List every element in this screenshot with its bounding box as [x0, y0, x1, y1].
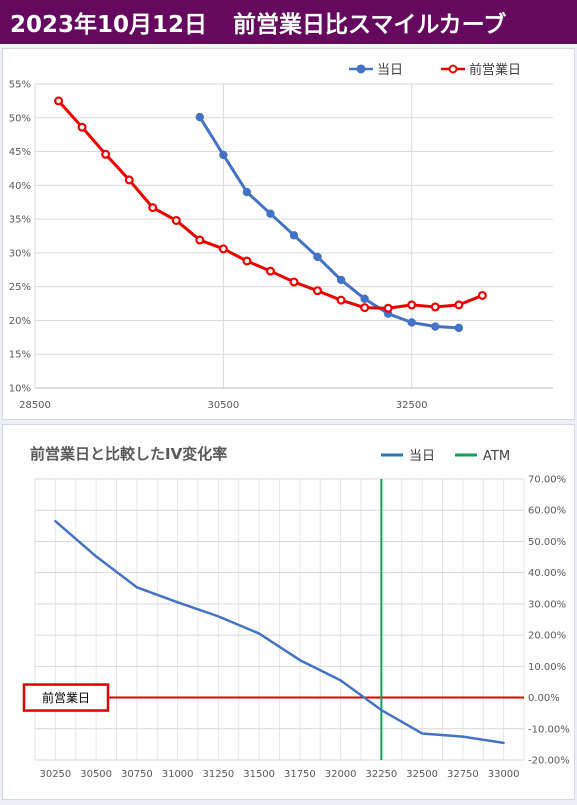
reference-label-box: [22, 683, 110, 712]
today-point-31000: [266, 209, 275, 218]
x-tick-label: 32750: [447, 769, 479, 780]
prev-point-28750: [54, 96, 64, 106]
y-tick-label: 0.00%: [528, 693, 560, 704]
y-tick-label: 30%: [9, 248, 31, 259]
prev-point-30500: [218, 244, 228, 254]
legend-label: 前営業日: [469, 62, 521, 78]
x-tick-label: 28500: [19, 400, 51, 411]
y-tick-label: 25%: [9, 282, 31, 293]
y-tick-label: 50.00%: [528, 537, 566, 548]
y-tick-label: 35%: [9, 215, 31, 226]
y-tick-label: 55%: [9, 80, 31, 91]
today-point-31250: [289, 231, 299, 240]
iv-change-chart-panel: 前営業日と比較したIV変化率 -20.00% -10.00% 0.00% 10.00% 2…: [2, 424, 575, 800]
legend-marker: [448, 64, 458, 74]
x-tick-label: 32500: [406, 769, 438, 780]
x-tick-label: 32500: [396, 400, 428, 411]
smile-curve-chart: 10% 15% 20% 25% 30% 35% 40% 45% 50% 55% 28500 30500…: [9, 62, 553, 411]
y-tick-label: 10.00%: [528, 662, 566, 673]
prev-point-30000: [171, 215, 181, 225]
y-tick-label: 10%: [9, 384, 31, 395]
prev-point-33000: [454, 300, 464, 310]
y-tick-label: 40.00%: [528, 568, 566, 579]
prev-point-29500: [124, 175, 134, 185]
title-banner: 2023年10月12日 前営業日比スマイルカーブ: [0, 0, 577, 46]
today-point-30750: [242, 187, 252, 197]
y-tick-label: -10.00%: [528, 724, 570, 735]
prev-point-31750: [336, 295, 346, 305]
banner-date: 2023年10月12日: [10, 12, 208, 38]
legend-label-atm: ATM: [483, 449, 510, 464]
legend-marker: [356, 64, 366, 74]
legend-label-today: 当日: [409, 449, 435, 464]
x-tick-label: 30250: [39, 769, 71, 780]
x-tick-label: 31500: [243, 769, 275, 780]
today-point-31750: [336, 275, 346, 285]
x-tick-label: 32250: [365, 769, 397, 780]
today-point-30500: [219, 150, 228, 160]
today-point-32500: [407, 318, 416, 327]
prev-point-32750: [430, 302, 440, 312]
x-tick-label: 31000: [162, 769, 194, 780]
today-point-32750: [431, 322, 440, 331]
prev-point-29750: [148, 203, 158, 213]
y-tick-label: 30.00%: [528, 599, 566, 610]
prev-point-32500: [407, 300, 417, 310]
prev-point-32250: [383, 303, 393, 313]
prev-point-31000: [265, 266, 275, 276]
today-point-33000: [454, 323, 464, 333]
prev-point-30750: [242, 256, 252, 266]
today-point-32000: [360, 294, 369, 304]
today-change-line: [54, 519, 505, 745]
prev-point-29000: [77, 122, 87, 132]
y-tick-label: 50%: [9, 113, 31, 124]
prev-point-29250: [101, 149, 111, 159]
today-point-30250: [195, 112, 205, 122]
prev-point-31250: [289, 277, 299, 287]
y-tick-label: 15%: [9, 350, 31, 361]
y-tick-label: 20%: [9, 316, 31, 327]
y-tick-label: 70.00%: [528, 475, 566, 486]
x-tick-label: 31750: [284, 769, 316, 780]
x-tick-label: 31250: [202, 769, 234, 780]
prev-point-30250: [195, 235, 205, 245]
banner-title: 前営業日比スマイルカーブ: [233, 12, 507, 38]
x-tick-label: 30500: [207, 400, 239, 411]
chart-title: 前営業日と比較したIV変化率: [30, 445, 227, 463]
prev-series-line: [57, 99, 484, 310]
x-tick-label: 33000: [488, 769, 520, 780]
reference-label: 前営業日: [42, 690, 90, 705]
prev-point-33250: [477, 290, 487, 300]
today-point-31500: [313, 252, 322, 262]
x-tick-label: 30750: [121, 769, 153, 780]
y-tick-label: -20.00%: [528, 756, 570, 767]
y-tick-label: 45%: [9, 147, 31, 158]
prev-point-32000: [360, 303, 370, 313]
x-tick-label: 30500: [80, 769, 112, 780]
y-tick-label: 40%: [9, 181, 31, 192]
legend-label: 当日: [377, 63, 403, 78]
y-tick-label: 20.00%: [528, 631, 566, 642]
smile-curve-chart-panel: 10% 15% 20% 25% 30% 35% 40% 45% 50% 55% 28500 30500…: [2, 48, 575, 420]
prev-point-31500: [313, 286, 323, 296]
x-tick-label: 32000: [325, 769, 357, 780]
y-tick-label: 60.00%: [528, 506, 566, 517]
iv-change-chart: 前営業日と比較したIV変化率 -20.00% -10.00% 0.00% 10.00% 2…: [22, 445, 570, 780]
